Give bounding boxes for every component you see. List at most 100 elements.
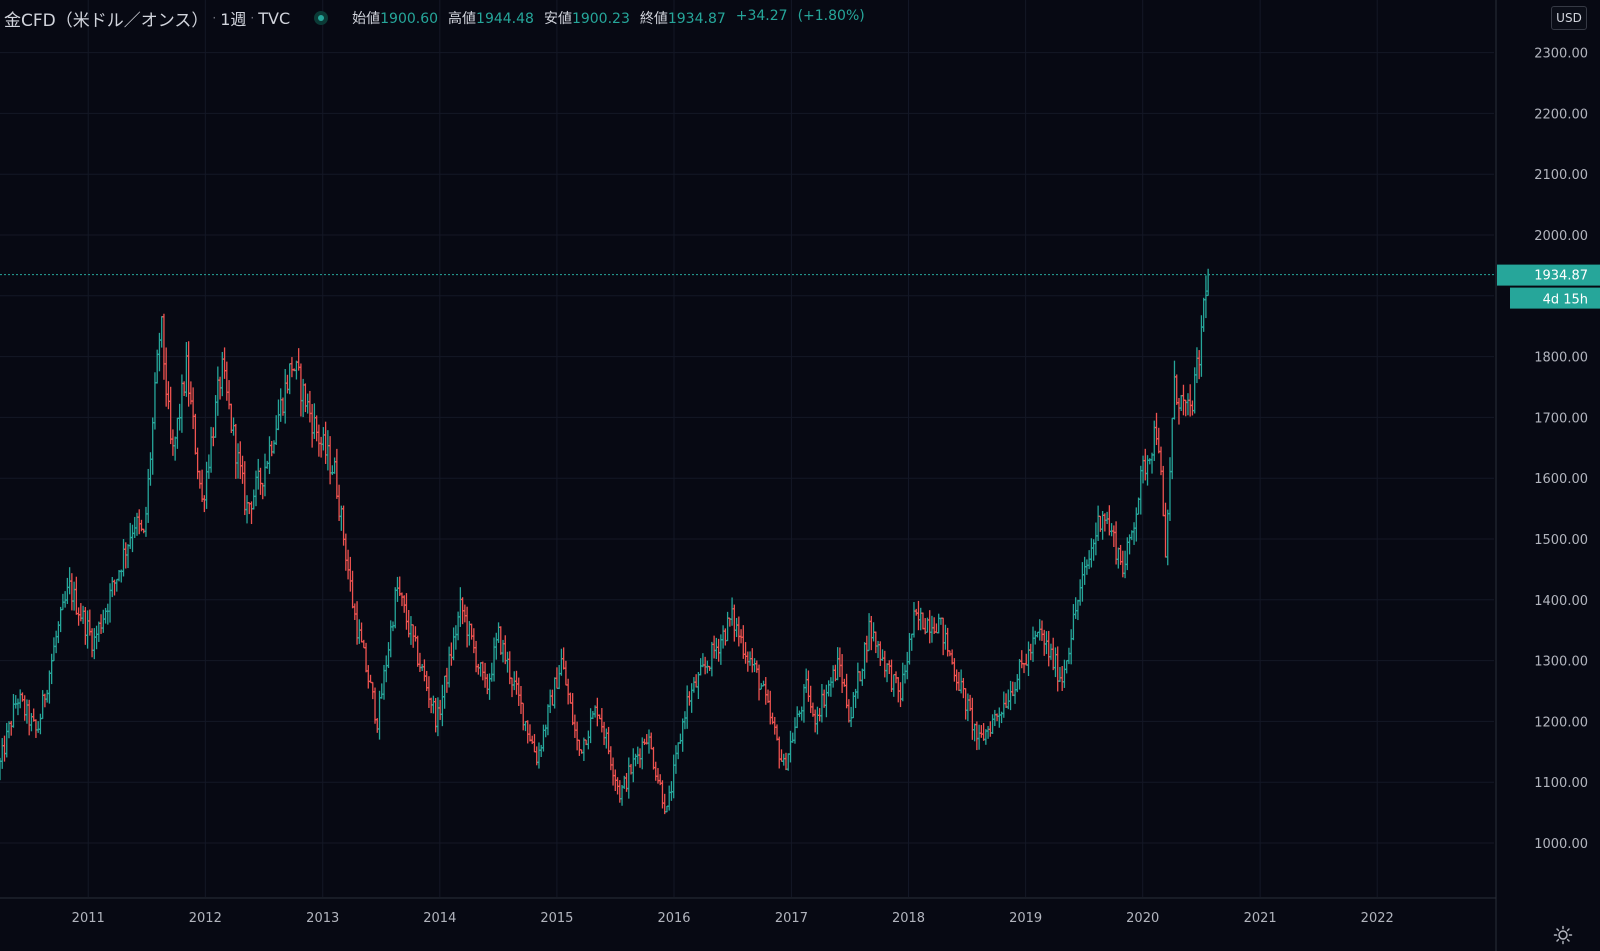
ohlc-bar: [786, 753, 791, 771]
ohlc-bar: [1080, 562, 1085, 602]
ohlc-bar: [878, 641, 883, 667]
ohlc-bar: [898, 682, 903, 708]
ohlc-bar: [159, 316, 164, 348]
ohlc-bar: [146, 468, 151, 523]
ohlc-bar: [943, 624, 948, 650]
ohlc-bar: [561, 647, 566, 670]
ohlc-bar: [474, 640, 478, 673]
ohlc-bar: [525, 720, 530, 744]
ohlc-bar: [193, 413, 198, 455]
ohlc-bar: [896, 677, 901, 703]
ohlc-bar: [1114, 521, 1118, 565]
ohlc-bar: [802, 684, 806, 723]
ohlc-bar: [409, 616, 413, 645]
ohlc-bar: [173, 436, 177, 461]
interval-label[interactable]: 1週: [220, 10, 247, 29]
ohlc-bar: [240, 455, 245, 484]
ohlc-bar: [70, 573, 74, 611]
ohlc-bar: [1143, 448, 1148, 481]
ohlc-bar: [952, 658, 957, 682]
ohlc-bar: [721, 625, 725, 649]
ohlc-bar: [148, 452, 153, 486]
ohlc-bar: [22, 695, 27, 721]
ohlc-bar: [591, 711, 595, 720]
ohlc-bar: [1192, 367, 1197, 414]
ohlc-bar: [238, 441, 243, 480]
ohlc-bar: [83, 606, 88, 645]
ohlc-bar: [114, 578, 119, 592]
ohlc-bar: [804, 668, 808, 693]
ohlc-bar: [18, 689, 23, 709]
ohlc-bar: [1096, 505, 1100, 541]
ohlc-bar: [876, 640, 880, 658]
ohlc-bar: [1170, 417, 1175, 480]
symbol-title[interactable]: 金CFD（米ドル／オンス）: [4, 10, 209, 31]
ohlc-bar: [94, 625, 99, 650]
ohlc-bar: [1062, 659, 1067, 688]
ohlc-bar: [1109, 523, 1114, 537]
ohlc-bar: [1134, 507, 1139, 542]
ohlc-bar: [130, 524, 135, 553]
ohlc-bar: [465, 606, 469, 648]
ohlc-bar: [90, 628, 94, 658]
ohlc-bar: [909, 633, 914, 651]
ohlc-bar: [492, 637, 496, 682]
ohlc-bar: [404, 593, 409, 630]
ohlc-bar: [1195, 347, 1199, 384]
ohlc-bar: [489, 662, 494, 682]
ohlc-bar: [278, 388, 283, 422]
ohlc-bar: [422, 659, 427, 682]
ohlc-bar: [1024, 653, 1029, 666]
ohlc-bar: [609, 746, 613, 771]
ohlc-bar: [995, 713, 999, 722]
ohlc-bar: [92, 628, 97, 660]
ohlc-bar: [757, 664, 761, 701]
ohlc-bar: [1091, 539, 1096, 561]
ohlc-bar: [310, 404, 314, 448]
ohlc-bar: [99, 614, 103, 634]
ohlc-bar: [1033, 630, 1038, 645]
ohlc-bar: [1082, 556, 1087, 585]
ohlc-bar: [231, 417, 236, 436]
countdown-label: 4d 15h: [1543, 293, 1588, 308]
ohlc-bar: [415, 635, 420, 667]
ohlc-bar: [972, 723, 977, 742]
ohlc-bar: [1013, 682, 1017, 704]
ohlc-bar: [835, 647, 840, 681]
ohlc-bar: [162, 313, 166, 380]
ohlc-bar: [1179, 394, 1184, 412]
ohlc-bar: [981, 723, 986, 741]
ohlc-bar: [600, 708, 604, 733]
sun-settings-icon[interactable]: [1553, 925, 1573, 945]
ohlc-values: 始値1900.60 高値1944.48 安値1900.23 終値1934.87 …: [352, 8, 865, 28]
ohlc-bar: [887, 660, 892, 674]
currency-button[interactable]: USD: [1551, 6, 1587, 30]
ohlc-bar: [25, 699, 29, 724]
ohlc-bar: [880, 649, 885, 661]
ohlc-bar: [1188, 384, 1192, 417]
ohlc-bar: [1026, 641, 1031, 677]
ohlc-bar: [303, 383, 308, 413]
ohlc-bar: [1168, 457, 1172, 521]
ohlc-bar: [642, 738, 647, 745]
ohlc-bar: [436, 697, 440, 737]
ohlc-bar: [595, 697, 600, 727]
ohlc-bar: [74, 576, 79, 615]
ohlc-bar: [903, 664, 907, 684]
ohlc-bar: [829, 677, 833, 697]
ohlc-bar: [1015, 674, 1020, 693]
y-tick-label: 2200.00: [1534, 107, 1588, 122]
ohlc-bar: [326, 430, 330, 471]
ohlc-bar: [451, 627, 456, 661]
ohlc-bar: [153, 372, 157, 430]
status-dot-icon[interactable]: [314, 11, 329, 25]
ohlc-bar: [503, 635, 508, 665]
ohlc-bar: [588, 708, 593, 744]
ohlc-bar: [245, 495, 249, 524]
ohlc-bar: [900, 662, 905, 702]
ohlc-bar: [1156, 427, 1161, 454]
ohlc-bar: [225, 361, 229, 401]
